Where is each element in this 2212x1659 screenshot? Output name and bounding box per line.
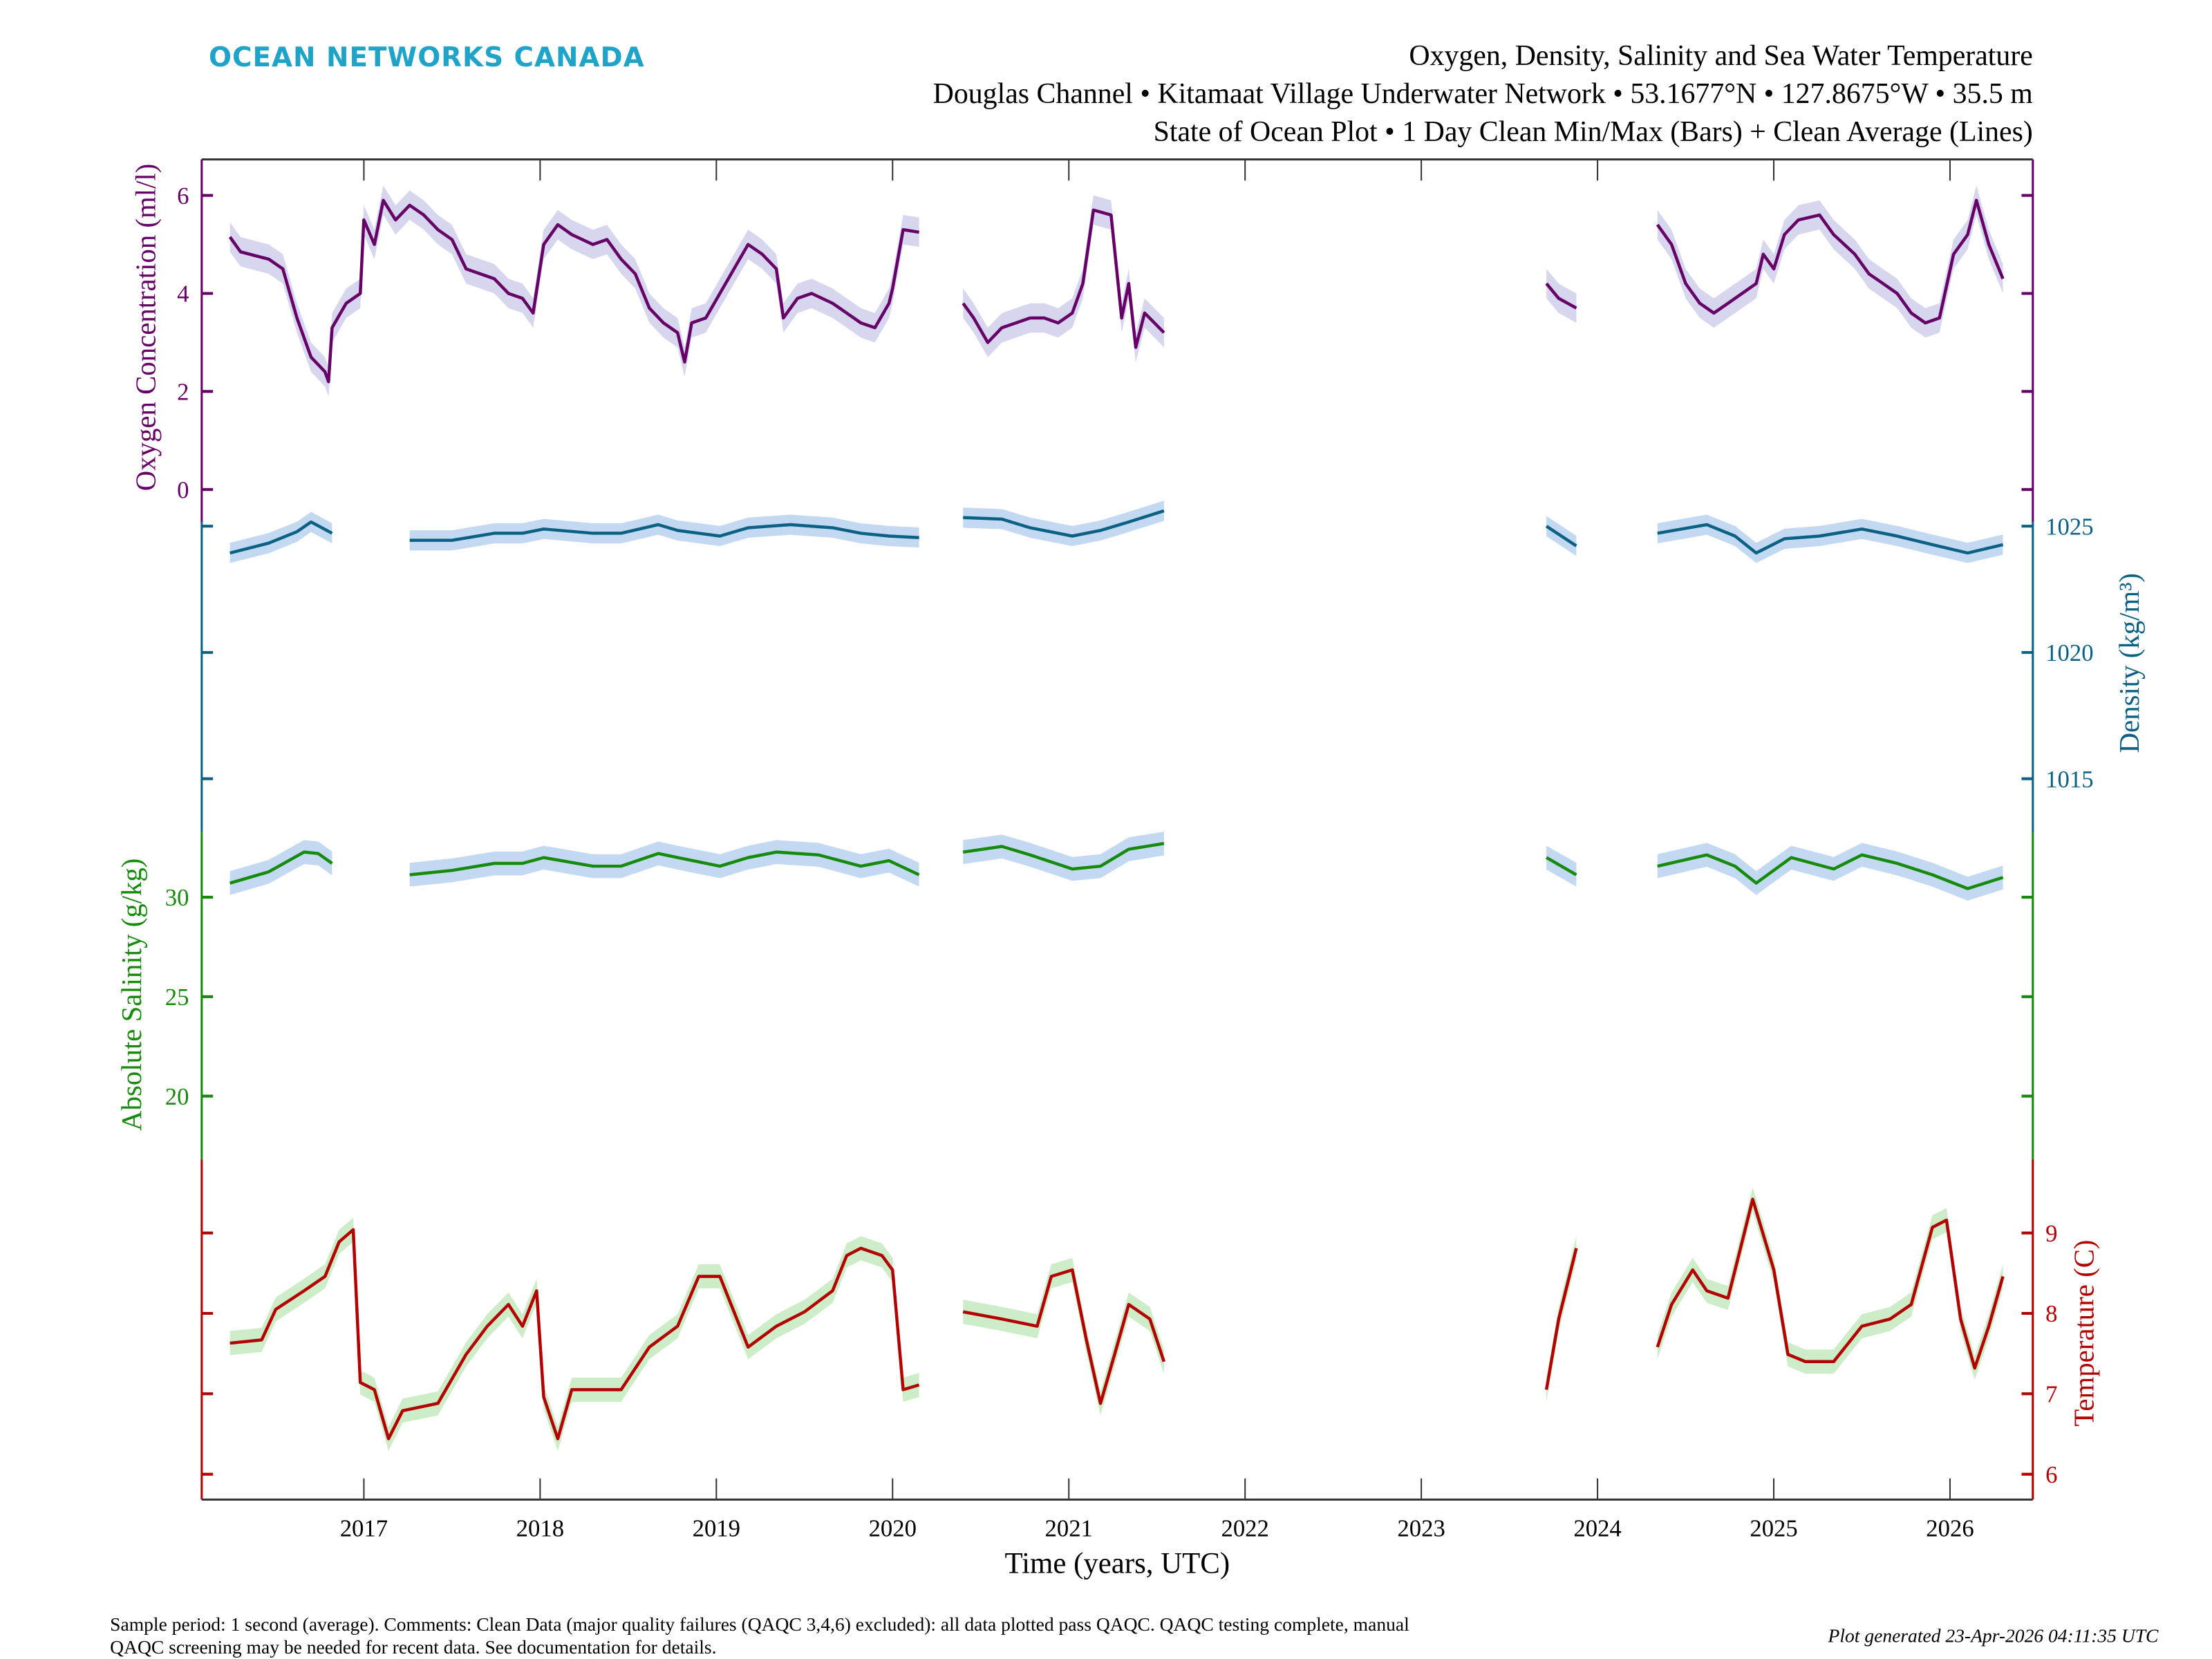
oxygen-minmax-band <box>229 185 919 397</box>
oxygen-tick-label: 4 <box>177 281 189 308</box>
salinity-average-line <box>229 850 333 885</box>
temperature-average-line <box>229 1228 920 1441</box>
density-tick-label: 1025 <box>2045 513 2093 540</box>
density-average-line <box>409 523 919 542</box>
density-minmax-band <box>409 514 919 551</box>
salinity-minmax-band <box>963 832 1164 881</box>
chart-subtitle-location: Douglas Channel • Kitamaat Village Under… <box>933 78 2033 110</box>
chart-title: Oxygen, Density, Salinity and Sea Water … <box>1409 40 2032 72</box>
axes <box>200 158 2034 1501</box>
density-average-line <box>1657 523 2004 555</box>
footer-comment-line-2: QAQC screening may be needed for recent … <box>110 1636 716 1658</box>
oxygen-tick-label: 2 <box>177 379 189 406</box>
temperature-tick-label: 9 <box>2045 1220 2057 1247</box>
salinity-average-line <box>962 841 1165 871</box>
x-tick-label: 2026 <box>1926 1515 1974 1541</box>
salinity-tick-label: 25 <box>165 984 189 1011</box>
density-tick-label: 1015 <box>2045 766 2093 793</box>
density-average-line <box>229 520 333 555</box>
x-tick-label: 2020 <box>869 1515 917 1541</box>
temperature-average-line <box>1656 1197 2005 1370</box>
temperature-average-line <box>1544 1248 1578 1390</box>
oxygen-minmax-band <box>1546 268 1577 323</box>
oxygen-axis-label: Oxygen Concentration (ml/l) <box>130 164 161 491</box>
oxygen-average-line <box>1545 282 1577 310</box>
x-tick-label: 2018 <box>516 1515 564 1541</box>
oxygen-average-line <box>1656 198 2005 325</box>
x-tick-label: 2021 <box>1045 1515 1093 1541</box>
x-tick-label: 2024 <box>1573 1515 1621 1541</box>
x-tick-label: 2025 <box>1750 1515 1797 1541</box>
temperature-tick-label: 7 <box>2045 1381 2057 1408</box>
density-minmax-band <box>1657 514 2003 563</box>
salinity-minmax-band <box>1657 843 2003 901</box>
oxygen-average-line <box>962 208 1165 349</box>
chart-subtitle-description: State of Ocean Plot • 1 Day Clean Min/Ma… <box>1154 116 2033 148</box>
density-average-line <box>963 509 1165 538</box>
temperature-minmax-band <box>229 1217 919 1451</box>
temperature-average-line <box>962 1268 1166 1405</box>
oxygen-tick-label: 6 <box>177 182 189 209</box>
salinity-average-line <box>1657 853 2004 890</box>
temperature-tick-label: 8 <box>2045 1300 2057 1327</box>
x-tick-label: 2017 <box>340 1515 388 1541</box>
temperature-axis-label: Temperature (C) <box>2069 1240 2100 1427</box>
salinity-tick-label: 20 <box>165 1083 189 1110</box>
x-tick-label: 2019 <box>693 1515 740 1541</box>
salinity-axis-label: Absolute Salinity (g/kg) <box>116 859 147 1131</box>
oxygen-minmax-band <box>1657 185 2003 338</box>
density-average-line <box>1545 525 1577 547</box>
x-tick-label: 2023 <box>1397 1515 1445 1541</box>
salinity-average-line <box>409 850 920 877</box>
onc-logo: OCEAN NETWORKS CANADA <box>209 42 645 73</box>
salinity-minmax-band <box>229 840 332 895</box>
oxygen-average-line <box>228 198 919 384</box>
x-axis-label: Time (years, UTC) <box>1004 1548 1230 1580</box>
density-minmax-band <box>963 500 1164 546</box>
temperature-minmax-band <box>1657 1187 2003 1380</box>
average-lines <box>228 198 2005 1441</box>
density-axis-label: Density (kg/m³) <box>2114 573 2145 753</box>
oxygen-tick-label: 0 <box>177 476 189 503</box>
footer-comment-line-1: Sample period: 1 second (average). Comme… <box>110 1613 1409 1635</box>
x-tick-label: 2022 <box>1221 1515 1268 1541</box>
plot-generated-timestamp: Plot generated 23-Apr-2026 04:11:35 UTC <box>1828 1625 2159 1647</box>
temperature-minmax-band <box>963 1257 1164 1416</box>
salinity-average-line <box>1546 856 1577 877</box>
temperature-tick-label: 6 <box>2045 1461 2057 1488</box>
density-tick-label: 1020 <box>2045 639 2093 666</box>
salinity-tick-label: 30 <box>165 884 189 911</box>
